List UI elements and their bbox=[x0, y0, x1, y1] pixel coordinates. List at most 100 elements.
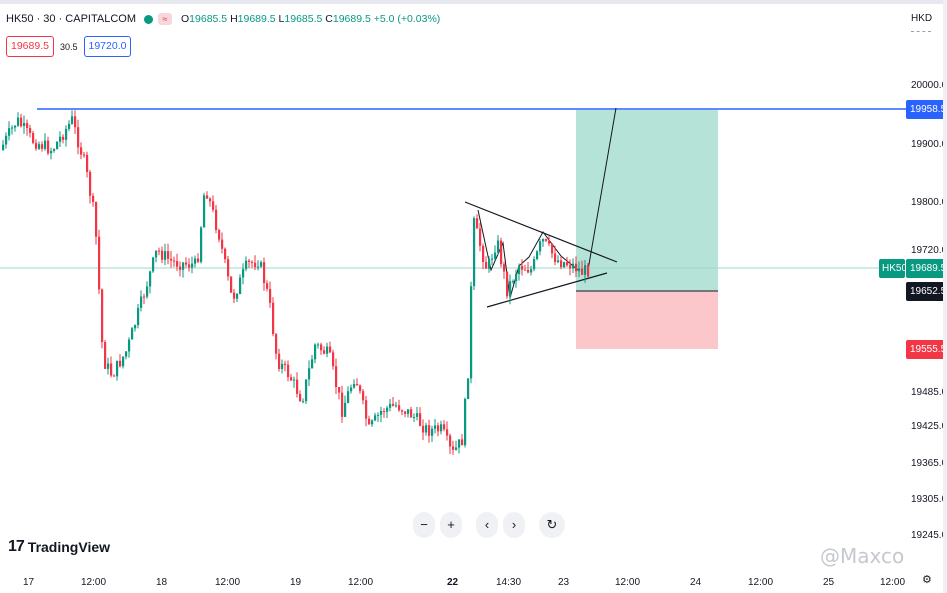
settings-gear-icon[interactable]: ⚙ bbox=[922, 574, 932, 586]
toolbar-gap bbox=[530, 512, 534, 538]
candle-body bbox=[236, 293, 239, 299]
price-label: 19485.0 bbox=[911, 387, 947, 398]
tradingview-logo[interactable]: 17 TradingView bbox=[8, 538, 110, 556]
candle-body bbox=[50, 150, 53, 154]
candle-body bbox=[59, 136, 62, 142]
candle-body bbox=[500, 240, 503, 265]
candle-body bbox=[218, 230, 221, 240]
candle-body bbox=[464, 399, 467, 446]
candle-body bbox=[293, 379, 296, 381]
zoom-out-button[interactable]: − bbox=[413, 512, 435, 538]
candle-body bbox=[284, 363, 287, 365]
candle-body bbox=[203, 195, 206, 228]
scroll-right-button[interactable]: › bbox=[503, 512, 525, 538]
sell-button[interactable]: 19689.5 bbox=[6, 36, 54, 57]
entry-price-tag[interactable]: 19652.5 bbox=[906, 282, 946, 301]
symbol-price-tag: HK50 bbox=[879, 259, 907, 278]
candlestick-series[interactable] bbox=[2, 110, 590, 455]
candle-body bbox=[86, 154, 89, 172]
candle-body bbox=[128, 339, 131, 352]
candle-body bbox=[581, 268, 584, 275]
candle-body bbox=[155, 250, 158, 258]
candle-body bbox=[266, 283, 269, 289]
candle-body bbox=[260, 262, 263, 267]
candle-body bbox=[356, 384, 359, 386]
currency-selector[interactable]: HKD bbox=[911, 13, 933, 24]
candle-body bbox=[104, 342, 107, 369]
candle-body bbox=[386, 407, 389, 412]
candle-body bbox=[515, 274, 518, 282]
top-border bbox=[0, 0, 947, 4]
candle-body bbox=[101, 289, 104, 343]
triangle-lower-line[interactable] bbox=[486, 272, 608, 308]
loss-zone[interactable] bbox=[576, 291, 718, 349]
candle-body bbox=[296, 379, 299, 394]
candle-body bbox=[143, 296, 146, 298]
time-label: 12:00 bbox=[748, 577, 774, 588]
candle-body bbox=[95, 202, 98, 237]
candle-body bbox=[551, 243, 554, 254]
quote-panel: 19689.5 30.5 19720.0 bbox=[6, 36, 132, 57]
last-price-tag: 19689.5 bbox=[906, 259, 946, 278]
candle-body bbox=[587, 265, 590, 277]
candle-body bbox=[32, 133, 35, 143]
market-status-badge[interactable]: ≈ bbox=[158, 13, 172, 25]
candle-body bbox=[455, 447, 458, 450]
close-label: C bbox=[325, 13, 333, 25]
time-label: 17 bbox=[23, 577, 35, 588]
candle-body bbox=[29, 128, 32, 133]
time-label: 23 bbox=[558, 577, 570, 588]
candle-body bbox=[119, 360, 122, 367]
candle-body bbox=[74, 116, 77, 128]
candle-body bbox=[47, 140, 50, 154]
profit-zone[interactable] bbox=[576, 110, 718, 291]
candle-body bbox=[107, 363, 110, 369]
candle-body bbox=[491, 258, 494, 260]
reset-chart-button[interactable]: ↻ bbox=[539, 512, 565, 538]
time-label: 18 bbox=[156, 577, 168, 588]
candle-body bbox=[311, 359, 314, 369]
projection-line[interactable] bbox=[587, 107, 617, 271]
candle-body bbox=[350, 387, 353, 392]
candle-body bbox=[335, 366, 338, 387]
wave-pattern-line[interactable] bbox=[477, 209, 579, 299]
symbol-title[interactable]: HK50 · 30 · CAPITALCOM bbox=[6, 13, 136, 25]
high-value: 19689.5 bbox=[237, 13, 276, 25]
stop-price-tag[interactable]: 19555.5 bbox=[906, 340, 946, 359]
candle-body bbox=[572, 263, 575, 269]
candle-body bbox=[344, 402, 347, 417]
candle-body bbox=[173, 260, 176, 262]
candle-body bbox=[41, 144, 44, 149]
resistance-price-tag[interactable]: 19958.5 bbox=[906, 100, 946, 119]
scroll-left-button[interactable]: ‹ bbox=[476, 512, 498, 538]
candle-body bbox=[320, 344, 323, 351]
triangle-upper-line[interactable] bbox=[464, 201, 618, 263]
candle-body bbox=[410, 409, 413, 418]
ohlc-values: O19685.5 H19689.5 L19685.5 C19689.5 +5.0… bbox=[181, 13, 440, 25]
candle-body bbox=[8, 128, 11, 136]
candle-body bbox=[182, 262, 185, 270]
candle-body bbox=[272, 302, 275, 334]
candle-body bbox=[431, 428, 434, 436]
candle-body bbox=[263, 262, 266, 284]
candle-body bbox=[368, 418, 371, 425]
candle-body bbox=[164, 251, 167, 260]
candle-body bbox=[440, 424, 443, 432]
spread-value: 30.5 bbox=[59, 41, 78, 52]
candle-body bbox=[332, 352, 335, 367]
candle-body bbox=[539, 241, 542, 252]
candle-body bbox=[494, 252, 497, 259]
candle-body bbox=[446, 429, 449, 436]
zoom-in-button[interactable]: + bbox=[440, 512, 462, 538]
candle-body bbox=[476, 218, 479, 229]
candle-body bbox=[461, 439, 464, 446]
candle-body bbox=[521, 265, 524, 270]
candle-body bbox=[542, 239, 545, 242]
buy-button[interactable]: 19720.0 bbox=[83, 36, 132, 57]
candle-body bbox=[419, 413, 422, 426]
candle-body bbox=[395, 405, 398, 407]
candle-body bbox=[242, 269, 245, 278]
time-label: 14:30 bbox=[496, 577, 522, 588]
candle-body bbox=[443, 424, 446, 430]
